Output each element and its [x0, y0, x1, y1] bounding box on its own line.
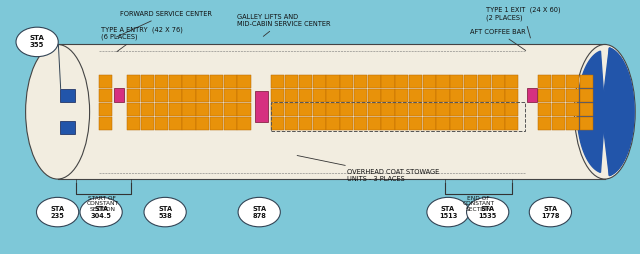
FancyBboxPatch shape [422, 75, 436, 88]
FancyBboxPatch shape [196, 117, 209, 130]
FancyBboxPatch shape [464, 103, 477, 116]
FancyBboxPatch shape [99, 117, 111, 130]
FancyBboxPatch shape [538, 117, 551, 130]
FancyBboxPatch shape [210, 117, 223, 130]
FancyBboxPatch shape [538, 75, 551, 88]
FancyBboxPatch shape [477, 117, 491, 130]
FancyBboxPatch shape [566, 117, 579, 130]
FancyBboxPatch shape [271, 103, 285, 116]
FancyBboxPatch shape [60, 89, 75, 102]
Text: OVERHEAD COAT STOWAGE
UNITS - 3 PLACES: OVERHEAD COAT STOWAGE UNITS - 3 PLACES [297, 155, 439, 182]
FancyBboxPatch shape [182, 75, 196, 88]
FancyBboxPatch shape [196, 75, 209, 88]
FancyBboxPatch shape [340, 103, 353, 116]
FancyBboxPatch shape [354, 103, 367, 116]
FancyBboxPatch shape [237, 117, 251, 130]
Text: STA
1535: STA 1535 [479, 205, 497, 219]
FancyBboxPatch shape [299, 75, 312, 88]
FancyBboxPatch shape [450, 75, 463, 88]
FancyBboxPatch shape [326, 75, 339, 88]
FancyBboxPatch shape [492, 103, 504, 116]
Text: TYPE 1 EXIT  (24 X 60)
(2 PLACES): TYPE 1 EXIT (24 X 60) (2 PLACES) [486, 7, 561, 38]
Text: TYPE A ENTRY  (42 X 76)
(6 PLACES): TYPE A ENTRY (42 X 76) (6 PLACES) [101, 26, 183, 52]
FancyBboxPatch shape [237, 89, 251, 102]
FancyBboxPatch shape [169, 75, 182, 88]
FancyBboxPatch shape [436, 89, 449, 102]
Text: GALLEY LIFTS AND
MID-CABIN SERVICE CENTER: GALLEY LIFTS AND MID-CABIN SERVICE CENTE… [237, 14, 330, 36]
FancyBboxPatch shape [409, 75, 422, 88]
FancyBboxPatch shape [450, 103, 463, 116]
FancyBboxPatch shape [299, 89, 312, 102]
FancyBboxPatch shape [367, 117, 381, 130]
FancyBboxPatch shape [450, 117, 463, 130]
FancyBboxPatch shape [313, 89, 326, 102]
FancyBboxPatch shape [422, 103, 436, 116]
FancyBboxPatch shape [477, 75, 491, 88]
FancyBboxPatch shape [395, 75, 408, 88]
FancyBboxPatch shape [381, 75, 394, 88]
Text: STA
1778: STA 1778 [541, 205, 559, 219]
FancyBboxPatch shape [367, 75, 381, 88]
FancyBboxPatch shape [127, 89, 141, 102]
FancyBboxPatch shape [210, 103, 223, 116]
FancyBboxPatch shape [464, 75, 477, 88]
FancyBboxPatch shape [224, 117, 237, 130]
FancyBboxPatch shape [422, 89, 436, 102]
FancyBboxPatch shape [285, 117, 298, 130]
FancyBboxPatch shape [196, 103, 209, 116]
FancyBboxPatch shape [436, 117, 449, 130]
FancyBboxPatch shape [409, 117, 422, 130]
FancyBboxPatch shape [395, 117, 408, 130]
Text: FORWARD SERVICE CENTER: FORWARD SERVICE CENTER [116, 11, 212, 37]
FancyBboxPatch shape [326, 103, 339, 116]
Ellipse shape [427, 197, 469, 227]
FancyBboxPatch shape [255, 91, 268, 122]
FancyBboxPatch shape [313, 75, 326, 88]
FancyBboxPatch shape [196, 89, 209, 102]
FancyBboxPatch shape [527, 88, 537, 102]
FancyBboxPatch shape [566, 75, 579, 88]
FancyBboxPatch shape [381, 89, 394, 102]
FancyBboxPatch shape [313, 117, 326, 130]
FancyBboxPatch shape [367, 89, 381, 102]
FancyBboxPatch shape [114, 88, 124, 102]
FancyBboxPatch shape [99, 89, 111, 102]
Ellipse shape [36, 197, 79, 227]
Ellipse shape [529, 197, 572, 227]
FancyBboxPatch shape [492, 117, 504, 130]
FancyBboxPatch shape [271, 117, 285, 130]
FancyBboxPatch shape [579, 117, 593, 130]
FancyBboxPatch shape [141, 117, 154, 130]
Text: START OF
CONSTANT
SECTION: START OF CONSTANT SECTION [86, 196, 118, 212]
Text: STA
878: STA 878 [252, 205, 266, 219]
FancyBboxPatch shape [395, 103, 408, 116]
FancyBboxPatch shape [579, 75, 593, 88]
FancyBboxPatch shape [127, 103, 141, 116]
FancyBboxPatch shape [182, 89, 196, 102]
FancyBboxPatch shape [450, 89, 463, 102]
Text: STA
304.5: STA 304.5 [91, 205, 111, 219]
Text: STA
355: STA 355 [29, 35, 45, 49]
FancyBboxPatch shape [155, 89, 168, 102]
FancyBboxPatch shape [99, 75, 111, 88]
FancyBboxPatch shape [552, 89, 565, 102]
FancyBboxPatch shape [141, 103, 154, 116]
FancyBboxPatch shape [395, 89, 408, 102]
FancyBboxPatch shape [58, 44, 605, 179]
FancyBboxPatch shape [381, 117, 394, 130]
FancyBboxPatch shape [477, 103, 491, 116]
FancyBboxPatch shape [566, 89, 579, 102]
FancyBboxPatch shape [538, 103, 551, 116]
Text: STA
1513: STA 1513 [439, 205, 457, 219]
FancyBboxPatch shape [155, 75, 168, 88]
FancyBboxPatch shape [505, 75, 518, 88]
FancyBboxPatch shape [381, 103, 394, 116]
FancyBboxPatch shape [224, 89, 237, 102]
FancyBboxPatch shape [492, 89, 504, 102]
FancyBboxPatch shape [224, 103, 237, 116]
FancyBboxPatch shape [224, 75, 237, 88]
FancyBboxPatch shape [299, 117, 312, 130]
FancyBboxPatch shape [464, 117, 477, 130]
FancyBboxPatch shape [182, 103, 196, 116]
FancyBboxPatch shape [155, 117, 168, 130]
